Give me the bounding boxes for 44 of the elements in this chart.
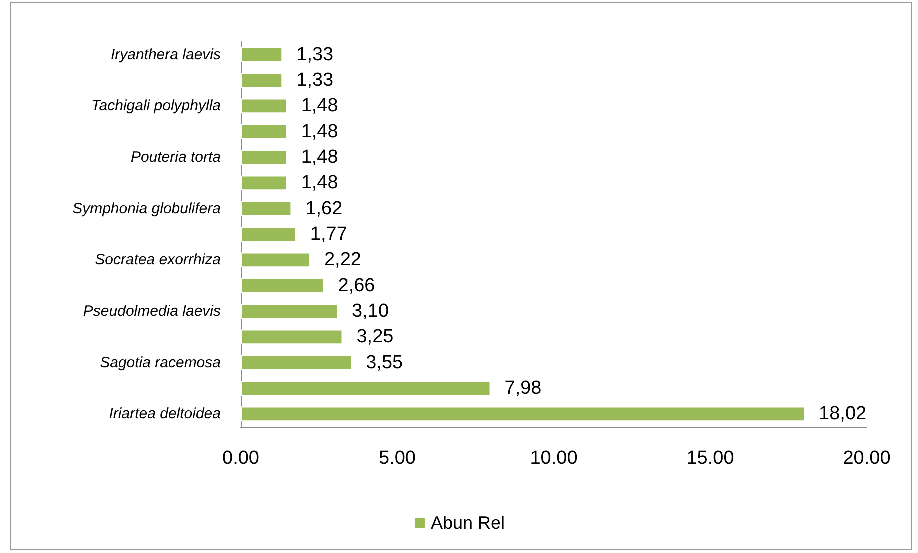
y-tick-label: Sagotia racemosa <box>100 354 221 372</box>
bar <box>241 355 352 370</box>
bar <box>241 227 296 242</box>
bar <box>241 406 806 422</box>
x-tick-label: 5.00 <box>379 448 416 469</box>
y-tick-label: Pouteria torta <box>130 149 221 166</box>
y-tick-label: Pseudolmedia laevis <box>83 303 222 320</box>
bar <box>241 124 288 140</box>
bar <box>241 304 338 319</box>
x-tick-label: 20.00 <box>843 448 891 469</box>
bar <box>241 47 283 62</box>
data-label: 1,62 <box>306 198 343 220</box>
y-tick-label: Iryanthera laevis <box>110 46 222 64</box>
data-label: 1,77 <box>310 224 348 245</box>
x-tick-label: 10.00 <box>530 448 578 469</box>
bar <box>241 381 491 396</box>
bar <box>241 176 288 191</box>
data-label: 3,55 <box>366 352 404 374</box>
bar <box>241 201 292 216</box>
data-label: 1,48 <box>301 172 338 194</box>
data-label: 18,02 <box>819 404 867 425</box>
data-label: 2,22 <box>324 250 362 271</box>
y-tick-label: Tachigali polyphylla <box>91 98 221 115</box>
bar <box>241 278 324 294</box>
data-label: 3,10 <box>352 301 390 322</box>
data-label: 1,48 <box>301 121 338 142</box>
bar <box>241 98 288 114</box>
data-label: 3,25 <box>356 326 394 348</box>
bar <box>241 252 310 268</box>
data-label: 7,98 <box>504 378 542 399</box>
x-tick-label: 15.00 <box>686 448 734 469</box>
data-label: 1,33 <box>296 44 334 66</box>
x-tick-label: 0.00 <box>222 448 260 469</box>
data-label: 1,48 <box>301 96 338 117</box>
y-tick-label: Symphonia globulifera <box>72 200 221 218</box>
data-label: 1,33 <box>296 70 334 91</box>
y-tick-label: Iriartea deltoidea <box>109 406 221 423</box>
bar <box>241 73 283 88</box>
data-label: 2,66 <box>338 275 376 296</box>
y-tick-label: Socratea exorrhiza <box>95 252 221 269</box>
bar <box>241 150 288 165</box>
data-label: 1,48 <box>301 147 338 168</box>
legend-label: Abun Rel <box>430 513 506 533</box>
bar <box>241 330 343 345</box>
